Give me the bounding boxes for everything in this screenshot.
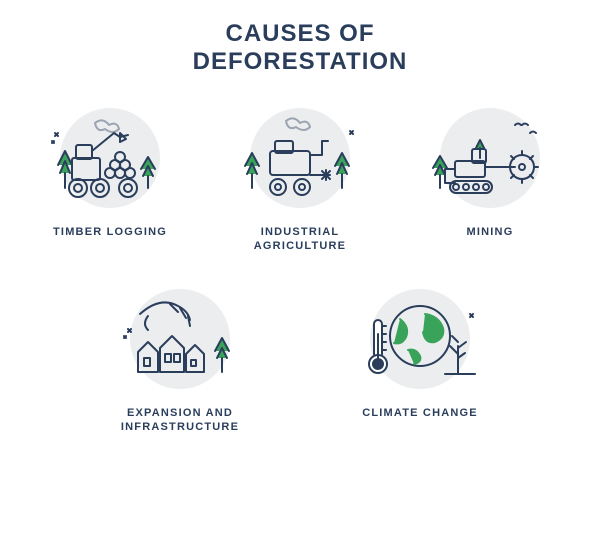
card-timber: TIMBER LOGGING [30, 103, 190, 254]
row-2: EXPANSION ANDINFRASTRUCTURE [30, 284, 570, 435]
card-label: INDUSTRIALAGRICULTURE [254, 225, 346, 254]
row-1: TIMBER LOGGING [30, 103, 570, 254]
card-label: TIMBER LOGGING [53, 225, 167, 239]
page-title: CAUSES OF DEFORESTATION [30, 20, 570, 75]
card-expansion: EXPANSION ANDINFRASTRUCTURE [100, 284, 260, 435]
timber-icon [40, 103, 180, 213]
mining-icon [420, 103, 560, 213]
card-mining: MINING [410, 103, 570, 254]
card-agriculture: INDUSTRIALAGRICULTURE [220, 103, 380, 254]
card-climate: CLIMATE CHANGE [340, 284, 500, 435]
title-line-2: DEFORESTATION [30, 48, 570, 76]
title-line-1: CAUSES OF [30, 20, 570, 48]
grid: TIMBER LOGGING [30, 103, 570, 434]
agriculture-icon [230, 103, 370, 213]
expansion-icon [110, 284, 250, 394]
climate-icon [350, 284, 490, 394]
card-label: CLIMATE CHANGE [362, 406, 478, 420]
card-label: EXPANSION ANDINFRASTRUCTURE [121, 406, 239, 435]
card-label: MINING [467, 225, 514, 239]
